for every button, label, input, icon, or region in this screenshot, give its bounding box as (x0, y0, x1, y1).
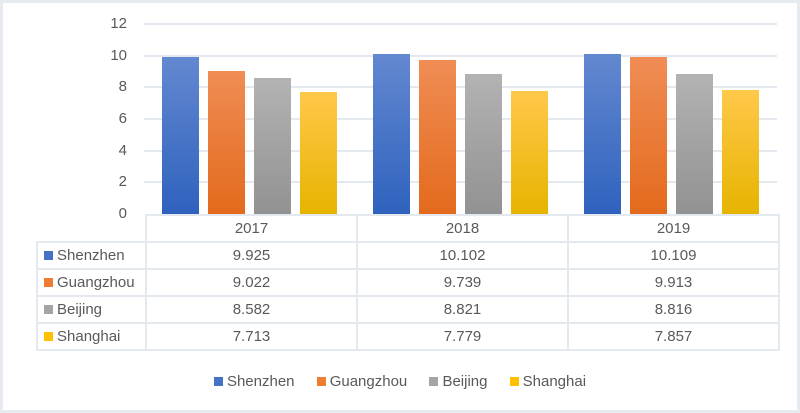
y-tick: 8 (118, 78, 127, 95)
y-tick: 12 (110, 15, 127, 32)
table-cell: 7.779 (356, 322, 569, 351)
table-cell: 8.582 (145, 295, 358, 324)
legend-item-beijing: Beijing (429, 373, 487, 390)
table-header-cell: 2017 (145, 214, 358, 243)
legend-item-shanghai: Shanghai (509, 373, 586, 390)
bar-beijing-2018 (465, 74, 502, 214)
bar-shenzhen-2018 (373, 54, 410, 214)
y-tick: 4 (118, 142, 127, 159)
table-cell: 7.857 (567, 322, 780, 351)
bar-guangzhou-2017 (208, 71, 245, 214)
table-cell: 9.913 (567, 268, 780, 297)
table-cell: 10.102 (356, 241, 569, 270)
bar-beijing-2019 (676, 74, 713, 214)
row-label: Beijing (57, 301, 103, 318)
legend-item-guangzhou: Guangzhou (316, 373, 407, 390)
data-table: 2017 2018 2019 Shenzhen 9.925 10.102 10.… (36, 214, 780, 351)
y-tick: 2 (118, 173, 127, 190)
guangzhou-swatch-icon (44, 278, 53, 287)
bar-beijing-2017 (254, 78, 291, 214)
bar-shanghai-2019 (722, 89, 759, 214)
bar-guangzhou-2019 (630, 57, 667, 214)
shenzhen-swatch-icon (44, 251, 53, 260)
bar-shenzhen-2019 (584, 53, 621, 214)
table-row: Beijing 8.582 8.821 8.816 (36, 295, 780, 324)
table-cell: 9.022 (145, 268, 358, 297)
table-row: Shenzhen 9.925 10.102 10.109 (36, 241, 780, 270)
beijing-swatch-icon (429, 377, 439, 386)
bar-guangzhou-2018 (419, 59, 456, 214)
gridline (144, 86, 777, 89)
table-cell: 9.739 (356, 268, 569, 297)
legend: Shenzhen Guangzhou Beijing Shanghai (0, 373, 800, 390)
gridline (144, 118, 777, 120)
y-tick: 6 (118, 110, 127, 127)
beijing-swatch-icon (44, 305, 53, 314)
shanghai-swatch-icon (509, 377, 519, 386)
table-header-cell: 2018 (356, 214, 569, 243)
row-label: Shenzhen (57, 247, 125, 264)
table-cell: 9.925 (145, 241, 358, 270)
table-cell: 8.821 (356, 295, 569, 324)
table-cell: 10.109 (567, 241, 780, 270)
row-label: Shanghai (57, 328, 121, 345)
gridline (144, 23, 777, 25)
row-label: Guangzhou (57, 274, 135, 291)
gridline (144, 54, 777, 57)
table-row: Guangzhou 9.022 9.739 9.913 (36, 268, 780, 297)
table-header-cell: 2019 (567, 214, 780, 243)
y-tick: 10 (110, 47, 127, 64)
gridline (144, 149, 777, 152)
y-tick: 0 (118, 205, 127, 222)
table-cell: 7.713 (145, 322, 358, 351)
table-row: Shanghai 7.713 7.779 7.857 (36, 322, 780, 351)
bar-shenzhen-2017 (162, 56, 199, 214)
gridline (144, 181, 777, 184)
bar-shanghai-2017 (300, 91, 337, 214)
table-cell: 8.816 (567, 295, 780, 324)
table-header-row: 2017 2018 2019 (37, 214, 780, 243)
legend-item-shenzhen: Shenzhen (213, 373, 295, 390)
shenzhen-swatch-icon (213, 377, 223, 386)
bar-shanghai-2018 (511, 90, 548, 214)
shanghai-swatch-icon (44, 332, 53, 341)
guangzhou-swatch-icon (316, 377, 326, 386)
